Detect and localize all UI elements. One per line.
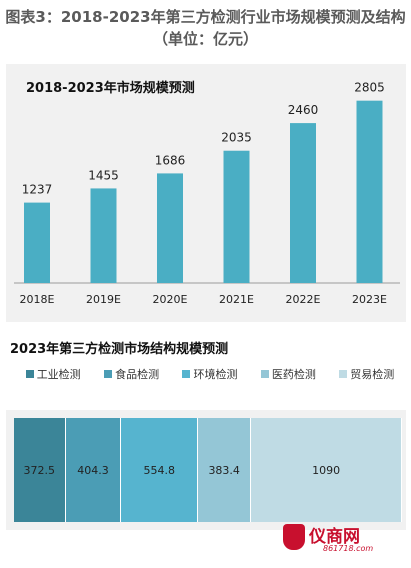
stack-segment-贸易检测: 1090 (251, 418, 402, 522)
bar-chart-title: 2018-2023年市场规模预测 (26, 81, 195, 96)
figure-title: 图表3：2018-2023年第三方检测行业市场规模预测及结构（单位：亿元） (5, 8, 406, 48)
bar-2021E (223, 150, 250, 283)
x-tick-label: 2020E (153, 293, 188, 306)
legend-label: 环境检测 (193, 368, 238, 381)
legend-swatch (182, 370, 191, 378)
x-tick-label: 2022E (286, 293, 321, 306)
legend-label: 贸易检测 (350, 368, 395, 381)
legend-swatch (260, 370, 269, 378)
logo-text: 仪商网 (309, 527, 360, 547)
stacked-bar: 372.5 404.3 554.8 383.4 1090 (14, 418, 402, 522)
x-tick-label: 2021E (219, 293, 254, 306)
legend-swatch (104, 370, 113, 378)
legend-item: 工业检测 (25, 366, 81, 382)
legend-item: 环境检测 (182, 366, 237, 382)
legend-label: 医药检测 (271, 368, 316, 381)
stack-segment-工业检测: 372.5 (14, 418, 66, 522)
bar-2020E (157, 173, 183, 283)
legend-swatch (25, 370, 34, 378)
bar-value-label: 2035 (221, 131, 252, 145)
structure-legend: 工业检测 食品检测 环境检测 医药检测 贸易检测 (14, 366, 406, 382)
x-tick-label: 2023E (352, 293, 387, 306)
bar-2023E (356, 100, 383, 283)
segment-value-label: 383.4 (208, 463, 240, 477)
legend-item: 医药检测 (260, 366, 316, 382)
x-tick-label: 2019E (86, 293, 121, 306)
bar-value-label: 2460 (288, 103, 319, 117)
segment-value-label: 1090 (312, 463, 341, 477)
bar-value-label: 1686 (155, 153, 186, 167)
legend-item: 食品检测 (104, 366, 159, 382)
stack-segment-食品检测: 404.3 (65, 418, 122, 522)
logo-icon (283, 524, 305, 550)
bar-2019E (90, 188, 117, 283)
segment-value-label: 554.8 (143, 463, 176, 477)
segment-value-label: 404.3 (77, 463, 109, 477)
segment-value-label: 372.5 (23, 463, 56, 477)
structure-chart-title: 2023年第三方检测市场结构规模预测 (10, 342, 229, 357)
bar-value-label: 2805 (354, 81, 385, 95)
stack-segment-环境检测: 554.8 (121, 418, 199, 522)
legend-label: 工业检测 (36, 368, 81, 381)
logo-url: 861718.com (323, 544, 374, 553)
bar-2018E (24, 202, 50, 283)
bar-value-label: 1455 (88, 168, 119, 182)
x-tick-label: 2018E (20, 293, 55, 306)
bar-value-label: 1237 (22, 183, 53, 197)
bar-chart-panel (6, 64, 406, 322)
bar-2022E (290, 123, 316, 283)
legend-swatch (339, 370, 348, 378)
legend-item: 贸易检测 (339, 366, 394, 382)
bar-chart: 1237 2018E 1455 2019E 1686 2020E 2035 2021E 2460… (14, 81, 400, 306)
stack-segment-医药检测: 383.4 (198, 418, 252, 522)
site-logo: 仪商网 861718.com (283, 522, 403, 558)
legend-label: 食品检测 (115, 368, 160, 381)
